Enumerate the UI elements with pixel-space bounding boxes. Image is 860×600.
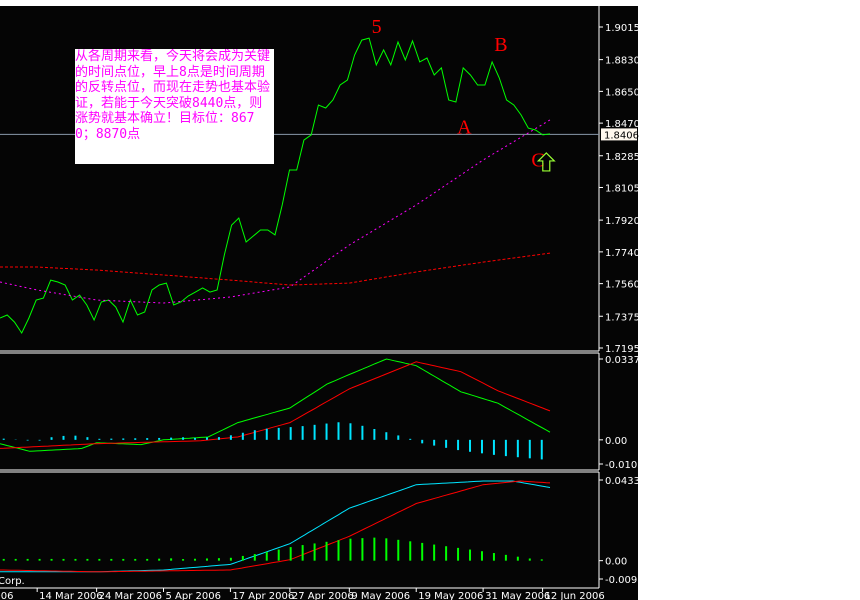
x-tick-label: 24 Mar 2006: [99, 591, 162, 600]
y-tick-label: 1.8830: [605, 56, 640, 67]
main-line: [0, 358, 551, 452]
wave-label-a: A: [457, 117, 472, 139]
x-tick-label: 31 May 2006: [485, 591, 550, 600]
y-tick-label: 1.8285: [605, 152, 640, 163]
signal-line: [0, 361, 551, 449]
y-tick-label: 1.7195: [605, 344, 640, 355]
signal-line: [0, 480, 551, 573]
axes: 1.9015 1.8830 1.8650 1.8470 1.8285 1.8105 1.79…: [0, 23, 650, 600]
y-tick-label: 1.9015: [605, 23, 640, 34]
x-tick-label: 27 Apr 2006: [292, 591, 354, 600]
x-tick-label: 2006: [0, 591, 13, 600]
y-tick-label: 1.8650: [605, 87, 640, 98]
x-tick-label: 17 Apr 2006: [232, 591, 294, 600]
y-tick-label: 0.00: [605, 436, 627, 447]
x-tick-label: 9 May 2006: [351, 591, 410, 600]
analysis-note: 从各周期来看，今天将会成为关键的时间点位，早上8点是时间周期的反转点位，而现在走…: [75, 49, 274, 164]
x-tick-label: 5 Apr 2006: [166, 591, 221, 600]
x-tick-label: 14 Mar 2006: [39, 591, 102, 600]
x-tick-label: 12 Jun 2006: [545, 591, 605, 600]
y-tick-label: -0.0101: [605, 460, 644, 471]
panel-frames: [0, 6, 600, 589]
y-tick-label: 1.7560: [605, 280, 640, 291]
y-tick-label: 1.8470: [605, 119, 640, 130]
price-line: [0, 37, 551, 335]
y-tick-label: 0.00: [605, 557, 627, 568]
y-tick-label: 1.7920: [605, 216, 640, 227]
y-tick-label: 0.04335: [605, 476, 646, 487]
wave-label-b: B: [494, 34, 507, 56]
y-tick-label: 1.7740: [605, 248, 640, 259]
y-tick-label: -0.00985: [605, 575, 650, 586]
wave-label-5: 5: [372, 16, 382, 38]
arrow-up-icon: [536, 152, 556, 172]
copyright-text: Corp.: [0, 576, 25, 587]
y-tick-label: 1.7375: [605, 312, 640, 323]
macd-panel: [0, 358, 551, 460]
x-tick-label: 19 May 2006: [418, 591, 483, 600]
oscillator-panel: [0, 480, 551, 573]
y-tick-label: 1.8105: [605, 184, 640, 195]
y-tick-label: 0.03379: [605, 355, 646, 366]
moving-average-slow: [0, 252, 551, 286]
current-price-box: [601, 128, 637, 141]
current-price-label: 1.8406: [604, 130, 639, 141]
